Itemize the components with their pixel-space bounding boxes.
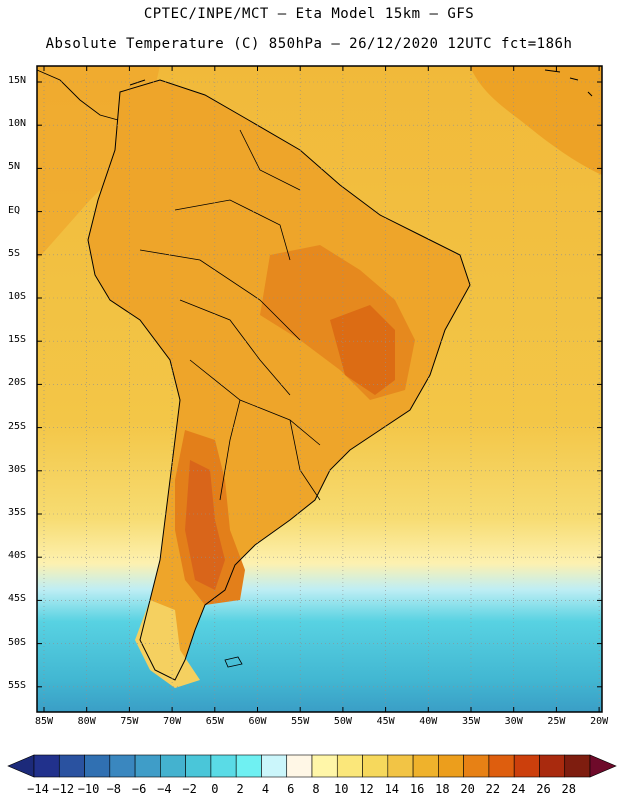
colorbar-label: 16 [409, 782, 425, 796]
colorbar-swatch [109, 754, 136, 778]
latitude-label: 25S [8, 420, 27, 432]
country-borders [139, 129, 321, 501]
colorbar-swatch [134, 754, 161, 778]
latitude-label: 40S [8, 550, 27, 562]
colorbar-label: −10 [77, 782, 100, 796]
colorbar-swatch [412, 754, 439, 778]
colorbar-label: 26 [536, 782, 551, 796]
central-america [36, 69, 119, 121]
colorbar-label: 28 [561, 782, 576, 796]
longitude-label: 40W [419, 716, 438, 727]
longitude-label: 35W [461, 716, 481, 727]
colorbar-swatch [311, 754, 338, 778]
latitude-label: 45S [8, 593, 27, 605]
warm-atlantic-region [470, 66, 602, 175]
coastline [87, 79, 471, 681]
colorbar-label: 22 [485, 782, 501, 796]
chart-title-line-1: CPTEC/INPE/MCT – Eta Model 15km – GFS [143, 6, 475, 22]
colorbar-label: 20 [460, 782, 475, 796]
colorbar-label: −8 [106, 782, 122, 796]
longitude-label: 25W [547, 716, 566, 727]
colorbar-label: 10 [334, 782, 349, 796]
colorbar-label: 18 [435, 782, 450, 796]
colorbar-label: −6 [131, 782, 147, 796]
colorbar-label: 4 [261, 782, 270, 796]
longitude-label: 60W [248, 716, 267, 727]
longitude-label: 75W [120, 716, 139, 727]
latitude-label: 55S [8, 679, 27, 691]
colorbar-label: −14 [27, 782, 49, 796]
colorbar-swatch [33, 754, 60, 778]
colorbar-high-arrow [589, 754, 617, 778]
colorbar-label: 2 [236, 782, 244, 796]
colorbar-swatch [210, 754, 237, 778]
colorbar-label: −4 [157, 782, 172, 796]
colorbar-swatch [513, 754, 540, 778]
colorbar-swatch [336, 754, 363, 778]
longitude-label: 30W [504, 716, 523, 727]
colorbar-swatch [84, 754, 111, 778]
colorbar-label: 14 [384, 782, 400, 796]
latitude-label: 35S [8, 507, 27, 518]
latitude-label: 50S [8, 636, 27, 648]
longitude-label: 50W [333, 716, 352, 727]
hottest-region-argentina [185, 460, 225, 590]
colorbar-label: 6 [287, 782, 295, 796]
latitude-label: 10N [8, 118, 27, 130]
colorbar-swatch [261, 754, 288, 778]
colorbar-swatch [463, 754, 490, 778]
colorbar-label: 0 [211, 782, 219, 796]
hottest-region-brazil [330, 305, 395, 395]
colorbar [7, 754, 617, 778]
latitude-label: 10S [8, 291, 27, 302]
longitude-label: 55W [291, 716, 310, 727]
colorbar-swatch [286, 754, 313, 778]
longitude-label: 85W [34, 716, 54, 727]
colorbar-low-arrow [7, 754, 35, 778]
latitude-label: 30S [8, 463, 27, 475]
caribbean-islands [129, 69, 593, 97]
colorbar-swatch [564, 754, 591, 778]
colorbar-swatch [488, 754, 515, 778]
chart-title-line-2: Absolute Temperature (C) 850hPa – 26/12/… [45, 36, 573, 52]
map-frame [36, 65, 603, 713]
latitude-label: EQ [8, 204, 21, 216]
latitude-label: 15S [8, 334, 27, 346]
latitude-label: 15N [8, 75, 27, 86]
longitude-label: 45W [376, 716, 395, 727]
cool-southern-tip [135, 600, 200, 688]
latitude-label: 5N [8, 161, 21, 173]
axis-ticks [37, 66, 602, 712]
colorbar-swatch [387, 754, 414, 778]
falkland-islands [224, 656, 243, 668]
longitude-label: 80W [77, 716, 96, 727]
colorbar-swatch [185, 754, 212, 778]
longitude-label: 20W [590, 716, 609, 727]
colorbar-label: 24 [510, 782, 526, 796]
latitude-label: 5S [8, 247, 21, 259]
colorbar-swatch [160, 754, 186, 778]
colorbar-swatch [438, 754, 464, 778]
latitude-label: 20S [8, 377, 27, 389]
colorbar-label: 8 [312, 782, 320, 796]
colorbar-swatch [58, 754, 85, 778]
colorbar-label: 12 [359, 782, 374, 796]
colorbar-swatch [362, 754, 389, 778]
colorbar-swatch [235, 754, 262, 778]
colorbar-label: −12 [52, 782, 75, 796]
colorbar-label: −2 [182, 782, 197, 796]
colorbar-swatch [539, 754, 566, 778]
longitude-label: 70W [163, 716, 182, 727]
longitude-label: 65W [205, 716, 224, 727]
